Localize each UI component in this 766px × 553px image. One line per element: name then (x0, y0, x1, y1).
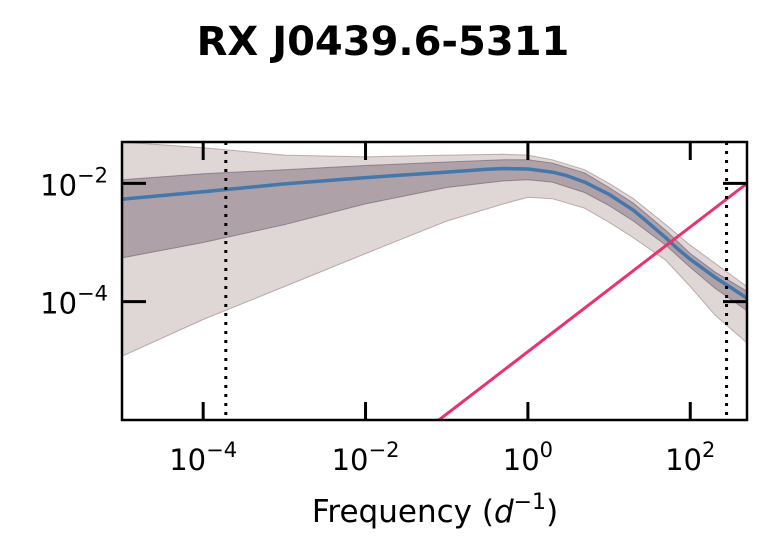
series-line-2 (122, 166, 747, 300)
x-axis-label: Frequency (d−1) (312, 490, 558, 530)
x-axis-label-suffix: ) (546, 494, 558, 530)
axes-frame (120, 140, 749, 422)
x-tick-label-0: 10−4 (169, 438, 237, 477)
series-line-3 (437, 182, 747, 420)
y-tick-label-1: 10−4 (40, 282, 108, 321)
x-tick-label-3: 102 (665, 438, 715, 477)
confidence-band-1 (122, 159, 747, 312)
x-axis-label-prefix: Frequency ( (312, 494, 494, 530)
x-tick-label-2: 100 (503, 438, 553, 477)
chart-title: RX J0439.6-5311 (197, 19, 570, 65)
x-axis-label-sup: −1 (514, 490, 546, 515)
plot-area (122, 142, 747, 420)
y-tick-label-0: 10−2 (40, 163, 108, 202)
y-axis: 10−2 10−4 (40, 163, 747, 321)
x-axis-label-var: d (494, 494, 514, 530)
x-tick-label-1: 10−2 (332, 438, 400, 477)
x-axis: 10−4 10−2 100 102 (169, 142, 715, 477)
